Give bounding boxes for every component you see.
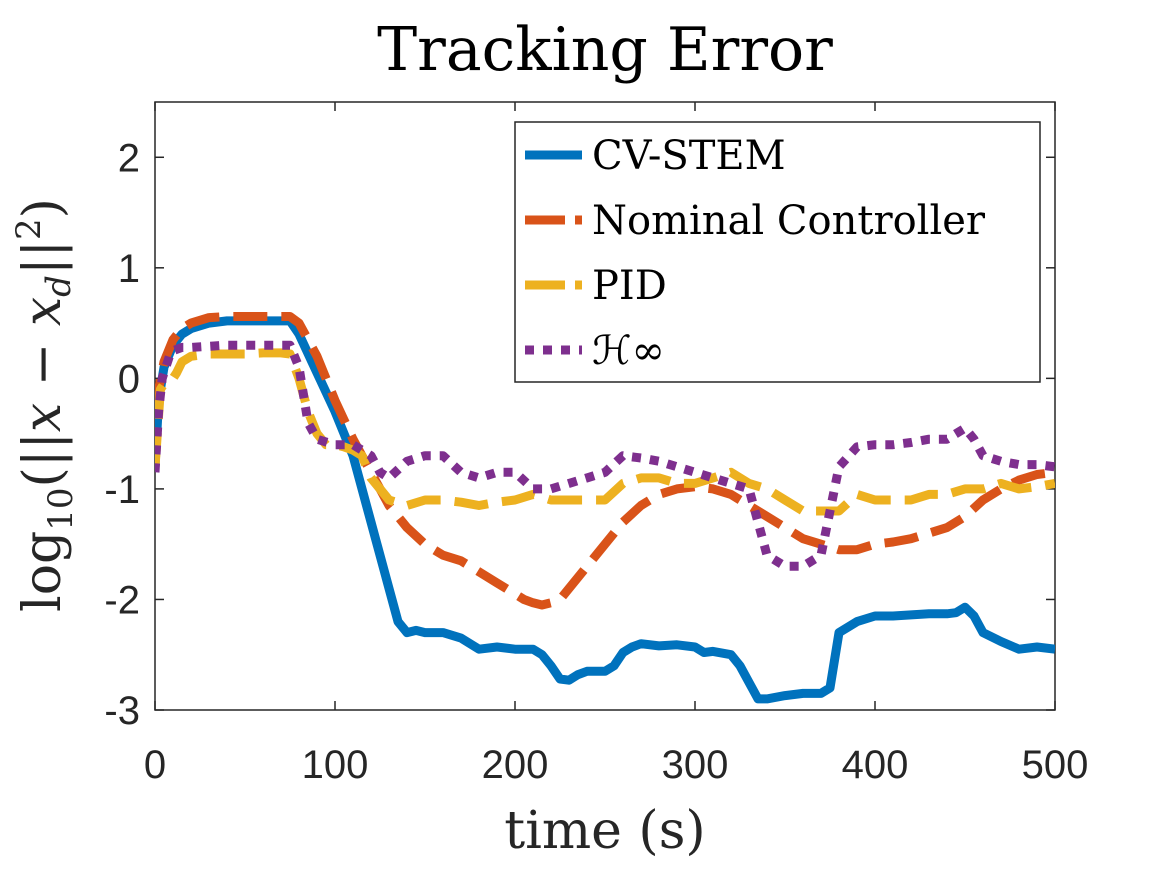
y-tick-label: 1 [118, 247, 140, 291]
x-axis-label: time (s) [504, 801, 705, 861]
y-axis: -3 -2 -1 0 1 2 [104, 136, 1055, 733]
y-tick-label: 0 [118, 357, 140, 401]
y-tick-label: -2 [104, 578, 140, 622]
legend-label-2: Nominal Controller [592, 198, 986, 244]
x-axis: 0 100 200 300 400 500 [144, 102, 1089, 787]
x-tick-label: 400 [842, 743, 909, 787]
chart-title: Tracking Error [377, 15, 833, 85]
x-tick-label: 500 [1022, 743, 1089, 787]
x-tick-label: 200 [482, 743, 549, 787]
x-tick-label: 300 [662, 743, 729, 787]
x-tick-label: 100 [302, 743, 369, 787]
x-tick-label: 0 [144, 743, 166, 787]
legend-box [514, 121, 1041, 383]
series-lines [155, 312, 1055, 704]
y-tick-label: -3 [104, 689, 140, 733]
legend-label-3: PID [592, 263, 667, 309]
legend: CV-STEM Nominal Controller PID ℋ∞ [514, 121, 1041, 383]
y-axis-label: log10(||x − xd||2) [9, 198, 81, 612]
series-line-4 [155, 340, 1055, 571]
legend-label-1: CV-STEM [592, 133, 786, 179]
y-tick-label: -1 [104, 468, 140, 512]
series-line-1 [155, 316, 1055, 704]
legend-label-4: ℋ∞ [592, 328, 665, 374]
series-line-3 [155, 348, 1055, 516]
y-tick-label: 2 [118, 136, 140, 180]
